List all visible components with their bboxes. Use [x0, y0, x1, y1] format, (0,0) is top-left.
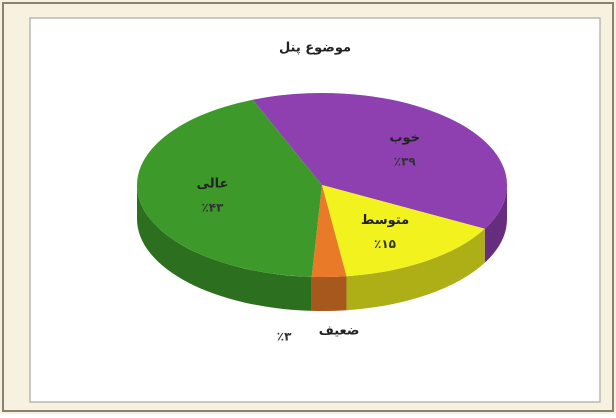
slice-side [346, 228, 485, 311]
slice-side [311, 276, 347, 311]
slice-side [484, 185, 507, 263]
slice-value: ٪۴۳ [201, 201, 224, 215]
slice-value: ٪۱۵ [374, 237, 396, 251]
frame-border [2, 2, 614, 412]
slice-label: متوسط [361, 213, 409, 228]
slice-side [137, 185, 312, 311]
slice [137, 99, 322, 277]
slice [322, 185, 485, 277]
slice-label: ضعیف [319, 323, 360, 338]
slice-value: ٪۳ [277, 329, 292, 343]
slice-label: عالی [197, 177, 229, 192]
slice-value: ٪۳۹ [394, 155, 417, 169]
slice [311, 185, 347, 277]
slice-label: خوب [389, 131, 420, 146]
chart-title: موضوع پنل [279, 41, 351, 56]
slice [252, 92, 507, 229]
